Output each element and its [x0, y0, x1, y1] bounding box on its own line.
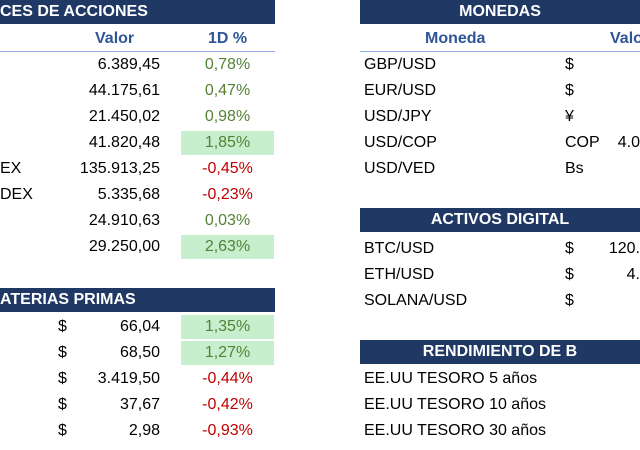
row-label: EX [0, 160, 22, 177]
value: 4.0 [617, 134, 640, 151]
row-label: GBP/USD [364, 56, 437, 73]
currency: $ [58, 422, 67, 439]
currency: COP [565, 134, 600, 151]
section-title: CES DE ACCIONES [0, 3, 148, 20]
change: -0,44% [202, 370, 253, 387]
section-title: MONEDAS [459, 3, 541, 20]
highlight [181, 131, 274, 155]
row-label: USD/VED [364, 160, 436, 177]
currency: $ [565, 82, 574, 99]
currency: $ [58, 344, 67, 361]
section-title: ACTIVOS DIGITAL [430, 211, 570, 228]
section-header [360, 340, 640, 364]
value: 37,67 [119, 396, 160, 413]
value: 3.419,50 [97, 370, 160, 387]
row-label: EE.UU TESORO 30 años [364, 422, 546, 439]
currency: $ [58, 318, 67, 335]
highlight [181, 315, 274, 339]
row-label: SOLANA/USD [364, 292, 468, 309]
change: 0,98% [204, 108, 251, 125]
value: 120. [608, 240, 640, 257]
change: 1,27% [204, 344, 251, 361]
change: 1,35% [204, 318, 251, 335]
section-title: ATERIAS PRIMAS [0, 291, 136, 308]
section-title: RENDIMIENTO DE B [422, 343, 578, 360]
column-header: Moneda [425, 30, 486, 47]
highlight [181, 341, 274, 365]
row-label: USD/COP [364, 134, 437, 151]
currency: $ [58, 396, 67, 413]
rule [0, 51, 275, 52]
currency: $ [565, 266, 574, 283]
value: 29.250,00 [88, 238, 160, 255]
section-header [0, 288, 275, 312]
row-label: EE.UU TESORO 5 años [364, 370, 538, 387]
value: 24.910,63 [88, 212, 160, 229]
change: -0,45% [202, 160, 253, 177]
column-header: 1D % [207, 30, 248, 47]
row-label: DEX [0, 186, 33, 203]
currency: $ [565, 292, 574, 309]
value: 135.913,25 [79, 160, 160, 177]
row-label: ETH/USD [364, 266, 435, 283]
column-header: Valor [95, 30, 135, 47]
value: 21.450,02 [88, 108, 160, 125]
change: 2,63% [204, 238, 251, 255]
column-header: Valo [610, 30, 640, 47]
section-header [360, 208, 640, 232]
row-label: USD/JPY [364, 108, 432, 125]
value: 4. [626, 266, 640, 283]
currency: ¥ [565, 108, 574, 125]
section-header [0, 0, 275, 24]
change: -0,93% [202, 422, 253, 439]
change: 0,78% [204, 56, 251, 73]
value: 66,04 [119, 318, 160, 335]
change: -0,42% [202, 396, 253, 413]
row-label: EE.UU TESORO 10 años [364, 396, 546, 413]
change: 1,85% [204, 134, 251, 151]
highlight [181, 235, 274, 259]
value: 68,50 [119, 344, 160, 361]
value: 6.389,45 [97, 56, 160, 73]
row-label: BTC/USD [364, 240, 435, 257]
value: 2,98 [128, 422, 160, 439]
rule [360, 51, 640, 52]
value: 44.175,61 [88, 82, 160, 99]
currency: Bs [565, 160, 584, 177]
currency: $ [58, 370, 67, 387]
change: -0,23% [202, 186, 253, 203]
currency: $ [565, 56, 574, 73]
currency: $ [565, 240, 574, 257]
change: 0,47% [204, 82, 251, 99]
section-header [360, 0, 640, 24]
value: 41.820,48 [88, 134, 160, 151]
change: 0,03% [204, 212, 251, 229]
row-label: EUR/USD [364, 82, 437, 99]
value: 5.335,68 [97, 186, 160, 203]
